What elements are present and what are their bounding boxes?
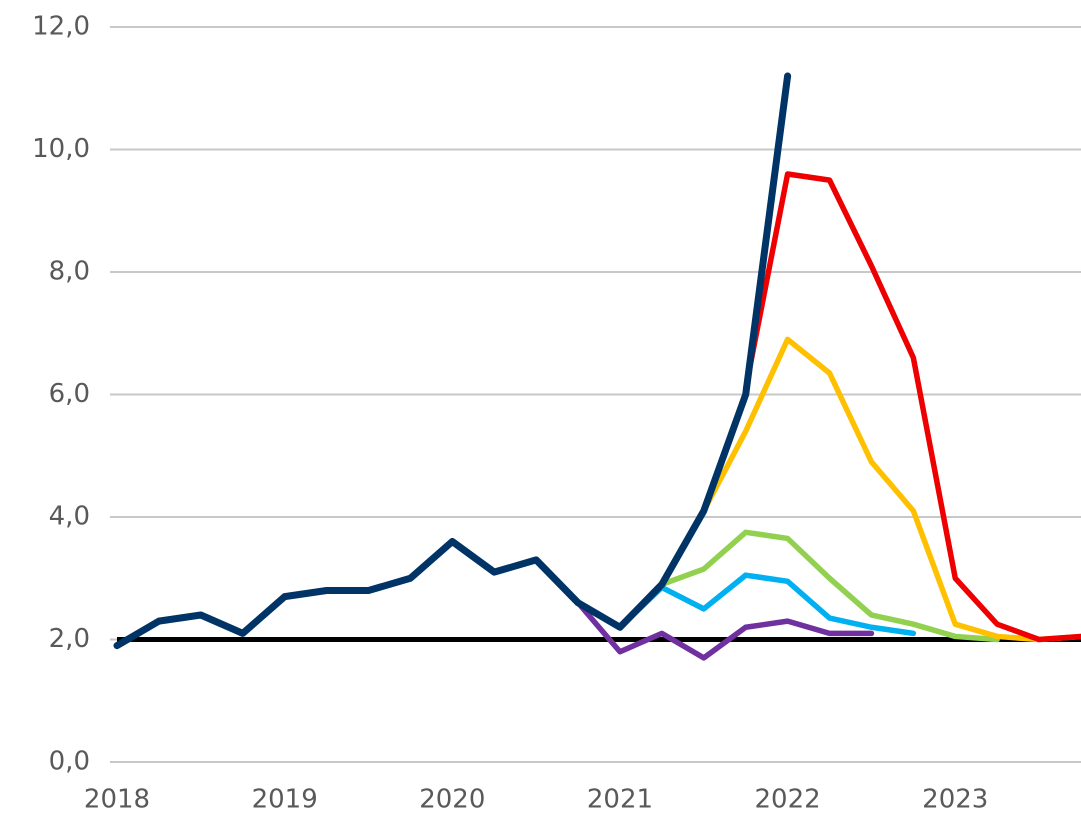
series-line (701, 336, 1081, 643)
y-tick-label: 0,0 (49, 747, 90, 777)
x-tick-label: 2022 (755, 785, 821, 815)
y-tick-label: 10,0 (32, 134, 90, 164)
series-line (659, 529, 1000, 643)
x-tick-label: 2023 (922, 785, 988, 815)
series-line (113, 72, 792, 650)
x-tick-label: 2019 (252, 785, 318, 815)
series-line (617, 572, 917, 637)
y-tick-label: 12,0 (32, 12, 90, 42)
y-tick-label: 6,0 (49, 379, 90, 409)
y-tick-label: 8,0 (49, 257, 90, 287)
series-line (742, 171, 1081, 643)
x-tick-label: 2020 (419, 785, 485, 815)
x-tick-label: 2018 (84, 785, 150, 815)
y-tick-label: 2,0 (49, 624, 90, 654)
x-tick-label: 2021 (587, 785, 653, 815)
series-line (575, 600, 875, 661)
y-tick-label: 4,0 (49, 502, 90, 532)
